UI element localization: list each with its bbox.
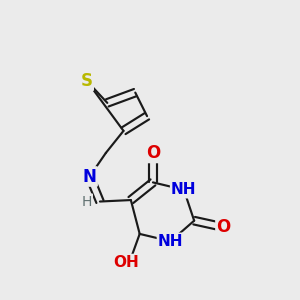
Text: OH: OH: [114, 255, 139, 270]
Text: NH: NH: [158, 234, 183, 249]
Text: S: S: [81, 72, 93, 90]
Text: O: O: [217, 218, 231, 236]
Text: NH: NH: [171, 182, 196, 197]
Text: O: O: [146, 144, 160, 162]
Text: N: N: [83, 167, 97, 185]
Text: H: H: [82, 194, 92, 208]
